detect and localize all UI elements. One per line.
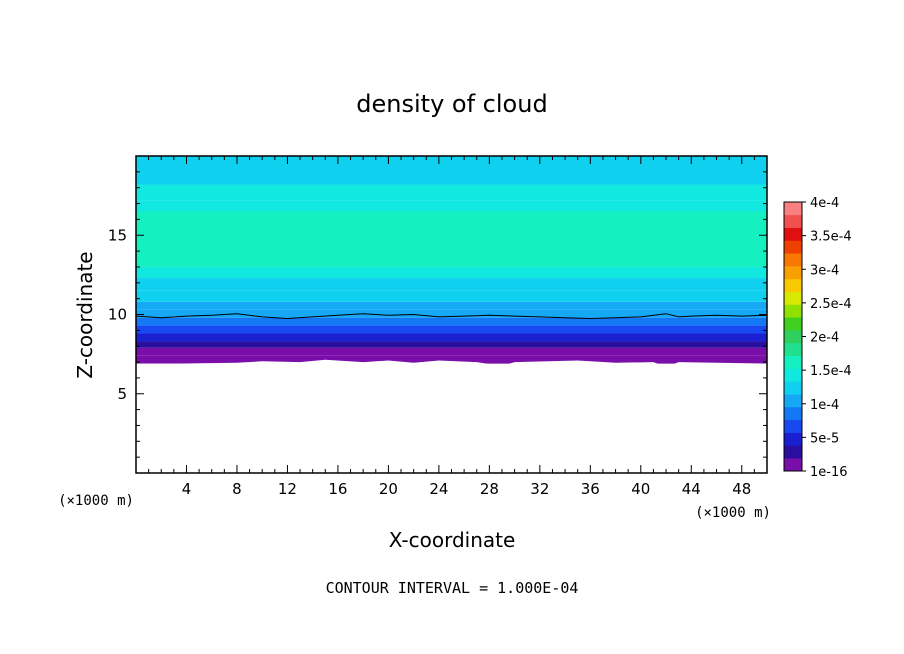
colorbar-swatch — [784, 394, 802, 408]
y-axis-title: Z-coordinate — [73, 251, 97, 378]
x-tick-label: 4 — [182, 480, 192, 498]
x-tick-label: 20 — [379, 480, 398, 498]
contour-band-6 — [136, 309, 767, 318]
colorbar-label: 3.5e-4 — [810, 230, 852, 245]
colorbar-swatch — [784, 381, 802, 395]
colorbar-label: 1.5e-4 — [810, 364, 852, 379]
contour-band-12 — [136, 200, 767, 212]
x-tick-label: 28 — [480, 480, 499, 498]
colorbar-swatch — [784, 445, 802, 459]
contour-band-14 — [136, 156, 767, 185]
contour-line-1e-4 — [135, 313, 768, 320]
y-tick-label: 15 — [108, 226, 127, 244]
chart-title: density of cloud — [356, 90, 547, 118]
colorbar-swatch — [784, 291, 802, 305]
colorbar-swatch — [784, 342, 802, 357]
contour-interval-note: CONTOUR INTERVAL = 1.000E-04 — [326, 579, 579, 597]
colorbar-label: 3e-4 — [810, 263, 839, 278]
x-tick-label: 32 — [530, 480, 549, 498]
x-tick-label: 8 — [232, 480, 242, 498]
colorbar-swatch — [784, 202, 802, 216]
colorbar-swatch — [784, 458, 802, 472]
contour-band-5 — [136, 317, 767, 326]
colorbar-swatch — [784, 406, 802, 421]
colorbar-swatch — [784, 240, 802, 254]
colorbar-label: 1e-16 — [810, 465, 848, 480]
y-tick-label: 10 — [108, 306, 127, 324]
colorbar-swatch — [784, 227, 802, 241]
contour-band-1 — [136, 347, 767, 356]
contour-band-13 — [136, 184, 767, 201]
contour-band-2 — [136, 341, 767, 348]
x-tick-label: 40 — [631, 480, 650, 498]
colorbar-swatch — [784, 304, 802, 318]
x-tick-label: 36 — [581, 480, 600, 498]
colorbar-label: 4e-4 — [810, 196, 839, 211]
contour-band-11 — [136, 211, 767, 267]
x-tick-label: 24 — [429, 480, 448, 498]
cloud-free-region — [136, 359, 767, 473]
x-tick-label: 44 — [682, 480, 701, 498]
colorbar-swatch — [784, 432, 802, 446]
colorbar-swatch — [784, 214, 802, 228]
contour-band-0 — [136, 355, 767, 364]
contour-band-9 — [136, 278, 767, 291]
colorbar-swatch — [784, 368, 802, 382]
x-tick-label: 16 — [328, 480, 347, 498]
plot-area — [135, 156, 768, 473]
colorbar-label: 1e-4 — [810, 398, 839, 413]
x-unit-left-label: (×1000 m) — [58, 493, 134, 509]
x-tick-label: 48 — [732, 480, 751, 498]
x-unit-right-label: (×1000 m) — [695, 505, 771, 521]
colorbar-swatch — [784, 253, 802, 267]
contour-band-10 — [136, 266, 767, 279]
contour-band-7 — [136, 301, 767, 310]
colorbar-swatch — [784, 419, 802, 433]
colorbar-label: 5e-5 — [810, 431, 839, 446]
contour-band-3 — [136, 333, 767, 342]
x-axis-title: X-coordinate — [389, 528, 516, 552]
colorbar-label: 2e-4 — [810, 331, 839, 346]
colorbar-swatch — [784, 330, 802, 344]
colorbar-swatch — [784, 317, 802, 331]
colorbar-swatch — [784, 278, 802, 292]
y-tick-label: 5 — [117, 385, 127, 403]
contour-band-8 — [136, 290, 767, 302]
colorbar-label: 2.5e-4 — [810, 297, 852, 312]
contour-band-4 — [136, 325, 767, 334]
colorbar-swatch — [784, 355, 802, 369]
colorbar-swatch — [784, 266, 802, 280]
x-tick-label: 12 — [278, 480, 297, 498]
colorbar: 1e-16 5e-5 1e-4 1.5e-4 2e-4 2.5e-4 3e-4 3.5e-4 4… — [783, 196, 852, 480]
